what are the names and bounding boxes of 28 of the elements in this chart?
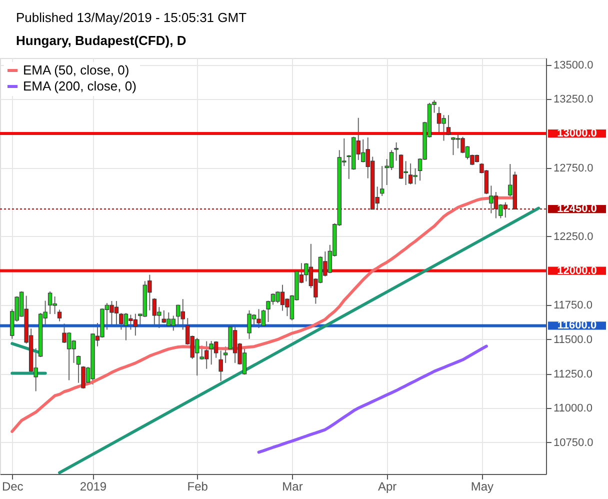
- candlestick: [446, 114, 451, 136]
- y-tick-label: 12750.0: [554, 162, 594, 174]
- legend-label: EMA (200, close, 0): [23, 78, 136, 94]
- chart-title: Hungary, Budapest(CFD), D: [16, 33, 186, 48]
- x-tick-label: Mar: [282, 480, 303, 494]
- legend-label: EMA (50, close, 0): [23, 62, 130, 78]
- x-tick-label: Dec: [2, 480, 24, 494]
- y-tick-label: 10750.0: [554, 436, 594, 449]
- x-tick-label: Apr: [378, 480, 397, 494]
- y-tick-label: 12250.0: [554, 230, 594, 243]
- candlestick: [380, 166, 384, 196]
- text: Published 13/May/2019 - 15:05:31 GMT: [16, 10, 247, 25]
- candlestick: [223, 346, 228, 364]
- y-tick-label: 13500.0: [554, 59, 594, 72]
- candlestick: [394, 142, 398, 162]
- candlestick: [57, 309, 62, 322]
- x-tick-label: May: [470, 480, 494, 494]
- ref-line-label: 12000.0: [557, 264, 597, 277]
- y-tick-label: 11250.0: [554, 368, 592, 380]
- y-tick-label: 11000.0: [554, 402, 592, 415]
- candlestick: [76, 355, 81, 384]
- candlestick: [218, 350, 223, 382]
- line-series: [257, 344, 488, 454]
- y-tick-label: 13250.0: [554, 94, 594, 106]
- y-tick-label: 11500.0: [554, 334, 592, 346]
- x-tick-label: 2019: [80, 480, 107, 494]
- x-tick-label: Feb: [187, 480, 208, 494]
- y-tick-label: 11750.0: [554, 300, 592, 312]
